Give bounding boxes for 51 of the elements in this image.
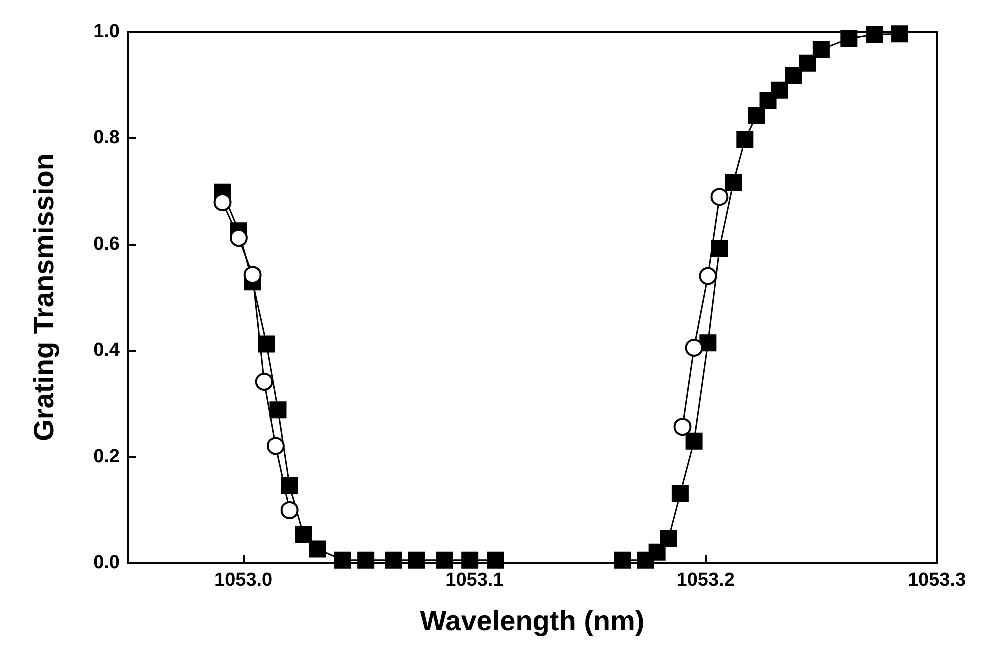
- y-tick-label: 0.6: [94, 234, 120, 255]
- y-tick-label: 0.2: [94, 446, 120, 468]
- point: [244, 266, 262, 284]
- x-tick-label: 1053.3: [908, 570, 966, 591]
- y-tick-label: 1.0: [94, 22, 120, 42]
- point: [214, 193, 232, 212]
- point: [660, 530, 678, 548]
- point: [295, 526, 312, 544]
- x-tick-label: 1053.0: [214, 570, 273, 591]
- point: [840, 30, 858, 48]
- y-axis-title: Grating Transmission: [28, 154, 60, 442]
- point: [699, 267, 718, 286]
- point: [255, 372, 274, 391]
- point: [309, 540, 326, 558]
- point: [710, 188, 729, 206]
- point: [748, 107, 766, 124]
- point: [614, 552, 632, 569]
- point: [266, 437, 285, 456]
- point: [892, 26, 909, 43]
- point: [648, 544, 666, 561]
- point: [334, 552, 352, 569]
- point: [799, 54, 816, 72]
- point: [280, 501, 299, 520]
- point: [736, 131, 754, 148]
- point: [711, 240, 728, 258]
- point: [462, 552, 479, 569]
- point: [258, 336, 276, 353]
- point: [487, 552, 504, 569]
- point: [812, 41, 830, 58]
- y-tick-label: 0.8: [94, 128, 120, 149]
- point: [230, 229, 248, 248]
- point: [408, 552, 426, 569]
- x-tick-label: 1053.2: [676, 570, 735, 591]
- y-tick-label: 0.4: [94, 340, 120, 362]
- x-tick-label: 1053.1: [446, 570, 504, 591]
- point: [436, 552, 454, 569]
- point: [685, 338, 704, 357]
- point: [785, 67, 802, 84]
- point: [385, 552, 402, 569]
- point: [672, 485, 689, 502]
- point: [686, 432, 703, 450]
- point: [866, 26, 884, 44]
- y-tick-label: 0.0: [94, 552, 120, 574]
- point: [270, 402, 287, 419]
- point: [700, 334, 717, 352]
- point: [281, 478, 298, 495]
- point: [358, 552, 375, 569]
- x-axis-title: Wavelength (nm): [420, 606, 645, 636]
- point: [674, 418, 692, 436]
- point: [725, 174, 742, 192]
- point: [771, 82, 788, 99]
